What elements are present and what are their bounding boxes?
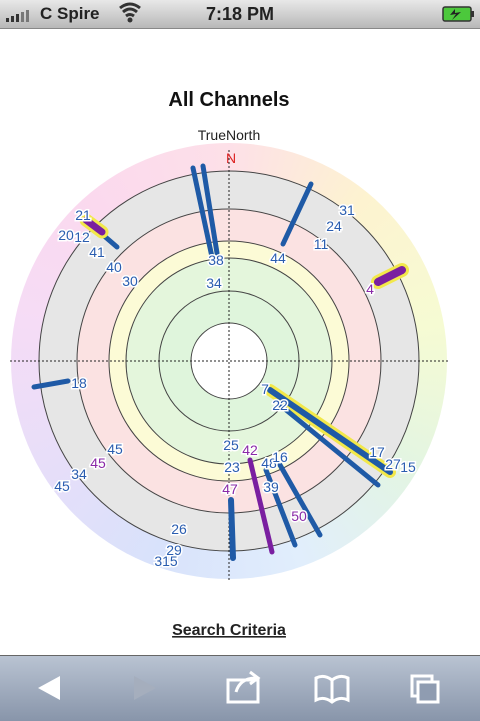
north-marker: N — [226, 150, 236, 166]
satellite-label: 22 — [272, 397, 288, 413]
satellite-label: 30 — [122, 273, 138, 289]
satellite-label: 315 — [154, 553, 178, 569]
satellite-label: 12 — [74, 229, 90, 245]
satellite-label: 27 — [385, 456, 401, 472]
satellite-track — [277, 462, 323, 538]
satellite-label: 39 — [263, 479, 279, 495]
satellite-label: 17 — [369, 444, 385, 460]
satellite-label: 45 — [90, 455, 106, 471]
battery-icon — [442, 6, 474, 22]
satellite-track — [190, 165, 215, 260]
clock: 7:18 PM — [205, 4, 275, 24]
search-link[interactable]: Search Criteria — [172, 622, 286, 639]
satellite-track — [280, 181, 314, 247]
satellite-label: 34 — [71, 466, 87, 482]
tabs-button[interactable] — [410, 674, 440, 704]
satellite-label: 45 — [107, 441, 123, 457]
satellite-label: 20 — [58, 227, 74, 243]
compass-label: TrueNorth — [198, 127, 261, 143]
satellite-label: 24 — [326, 218, 342, 234]
carrier: C Spire — [40, 4, 100, 23]
toolbar-icons — [38, 670, 440, 704]
satellite-track — [82, 216, 106, 236]
satellite-label: 25 — [223, 437, 239, 453]
forward-button[interactable] — [134, 676, 156, 700]
signal-icon — [6, 10, 29, 22]
satellite-label: 48 — [261, 455, 277, 471]
satellite-label: 15 — [400, 459, 416, 475]
satellite-track — [31, 378, 71, 390]
satellite-label: 16 — [272, 449, 288, 465]
satellite-track — [374, 266, 406, 286]
satellite-label: 29 — [166, 542, 182, 558]
satellite-track — [200, 163, 220, 256]
satellite-label: 23 — [224, 459, 240, 475]
share-button[interactable] — [226, 670, 261, 704]
satellite-track — [263, 467, 298, 548]
satellite-label: 38 — [208, 252, 224, 268]
satellite-label: 11 — [314, 236, 329, 252]
bookmarks-button[interactable] — [314, 674, 350, 704]
status-bar: C Spire 7:18 PM — [0, 0, 480, 29]
satellite-track — [277, 402, 381, 488]
satellite-label: 44 — [270, 250, 286, 266]
satellite-label: 34 — [206, 275, 222, 291]
satellite-label: 47 — [222, 481, 238, 497]
title: All Channels — [168, 89, 289, 111]
satellite-track — [228, 497, 236, 561]
satellite-label: 7 — [261, 381, 269, 397]
satellite-label: 40 — [106, 259, 122, 275]
wifi-icon — [119, 2, 141, 23]
satellite-label: 4 — [366, 281, 374, 297]
satellite-label: 50 — [291, 508, 307, 524]
satellite-label: 21 — [75, 207, 91, 223]
satellite-label: 31 — [339, 202, 355, 218]
browser-toolbar — [0, 655, 480, 721]
satellite-track — [267, 387, 393, 475]
satellite-track — [247, 457, 275, 555]
satellite-label: 45 — [54, 478, 70, 494]
satellite-label: 42 — [242, 442, 258, 458]
back-button[interactable] — [38, 676, 60, 700]
satellite-label: 26 — [171, 521, 187, 537]
satellite-label: 41 — [89, 244, 105, 260]
satellite-label: 18 — [71, 375, 87, 391]
